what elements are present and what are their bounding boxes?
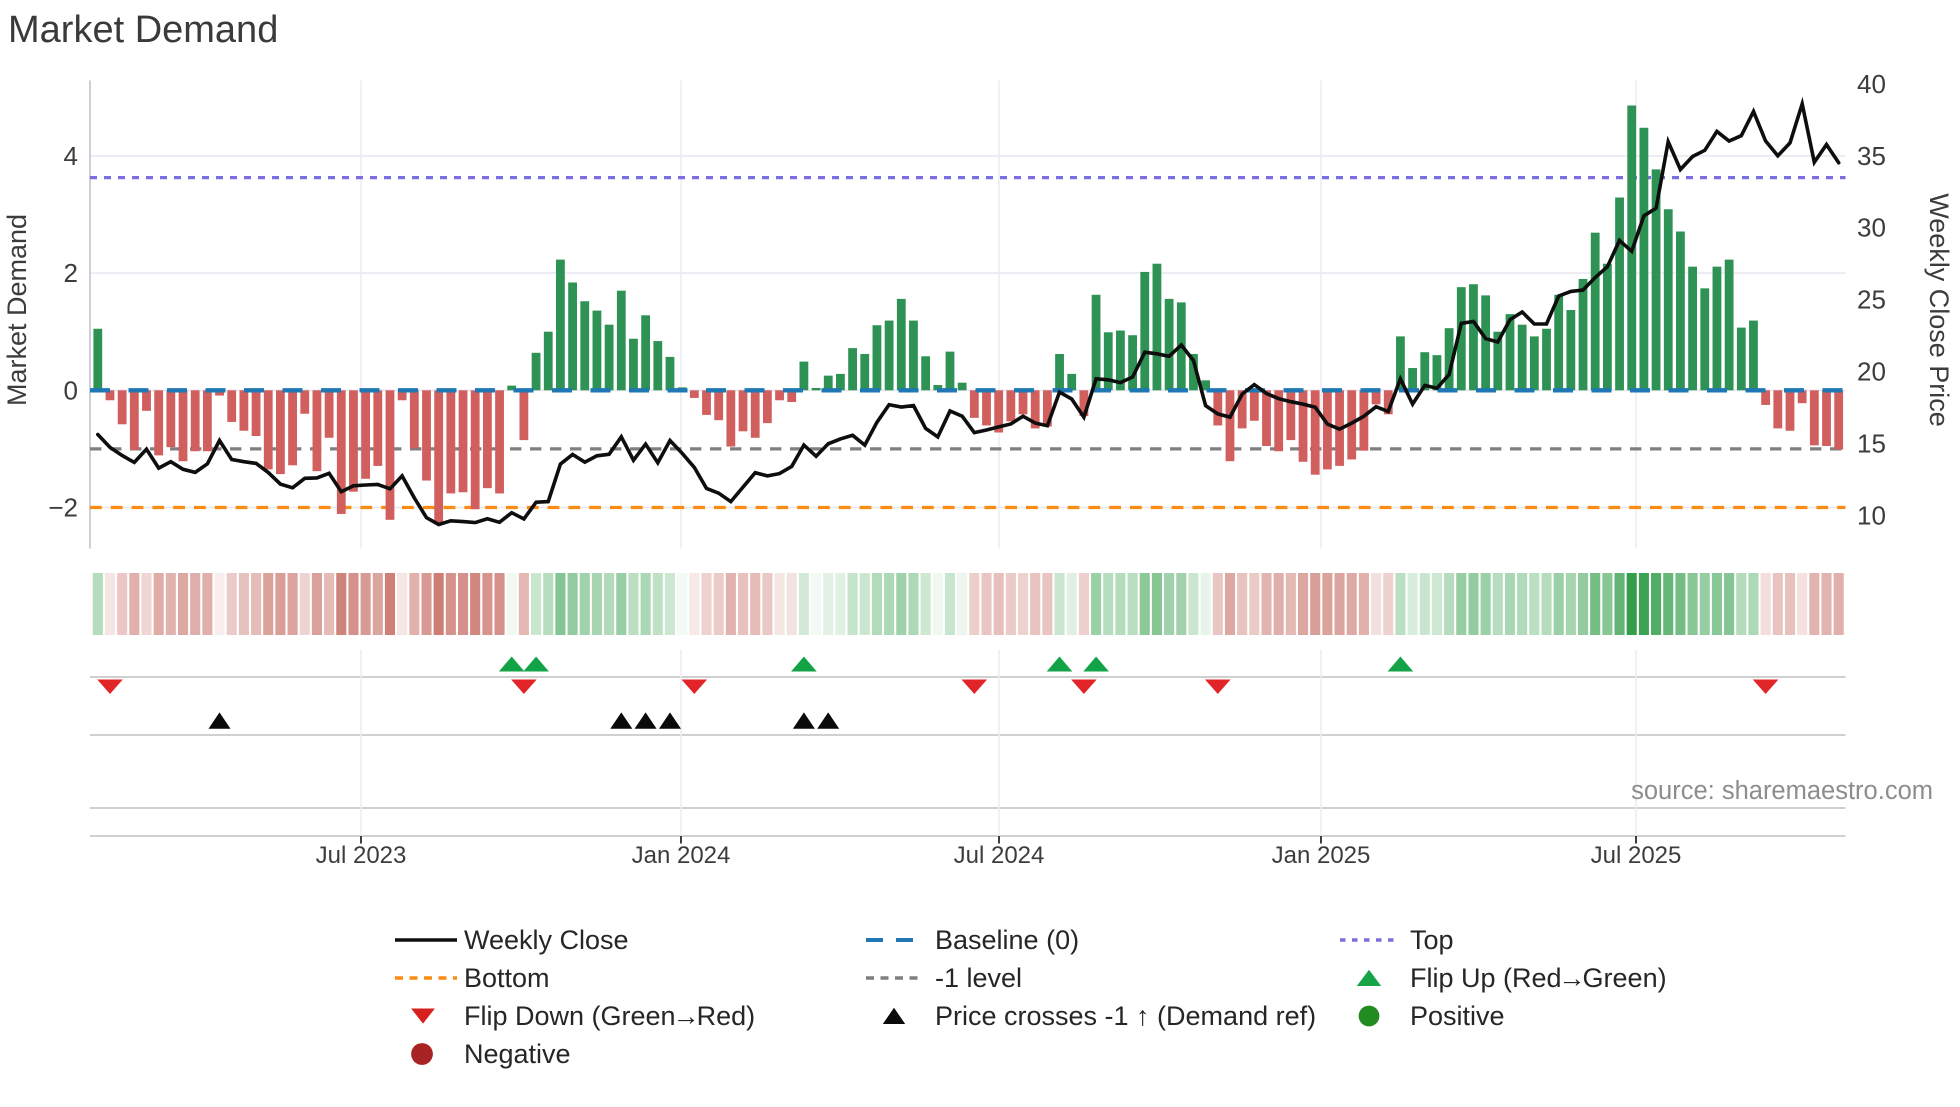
svg-text:Top: Top (1410, 925, 1454, 955)
svg-text:Jul 2025: Jul 2025 (1591, 842, 1682, 869)
svg-text:Baseline (0): Baseline (0) (935, 925, 1079, 955)
svg-text:Flip Down (Green→Red): Flip Down (Green→Red) (464, 1001, 755, 1031)
svg-text:10: 10 (1857, 500, 1886, 530)
svg-text:Weekly Close Price: Weekly Close Price (1924, 193, 1954, 427)
svg-text:Positive: Positive (1410, 1001, 1505, 1031)
svg-text:Flip Up (Red→Green): Flip Up (Red→Green) (1410, 963, 1667, 993)
svg-text:20: 20 (1857, 357, 1886, 387)
svg-text:Jan 2024: Jan 2024 (632, 842, 731, 869)
svg-text:0: 0 (64, 375, 78, 405)
svg-text:35: 35 (1857, 141, 1886, 171)
svg-text:Weekly Close: Weekly Close (464, 925, 629, 955)
svg-text:Price crosses -1 ↑ (Demand ref: Price crosses -1 ↑ (Demand ref) (935, 1001, 1316, 1031)
svg-text:-1 level: -1 level (935, 963, 1022, 993)
svg-text:30: 30 (1857, 213, 1886, 243)
svg-text:source: sharemaestro.com: source: sharemaestro.com (1631, 777, 1933, 805)
svg-text:4: 4 (64, 141, 78, 171)
svg-text:Bottom: Bottom (464, 963, 550, 993)
svg-text:Jan 2025: Jan 2025 (1272, 842, 1371, 869)
svg-text:15: 15 (1857, 428, 1886, 458)
svg-text:Market Demand: Market Demand (2, 214, 32, 406)
svg-text:Market Demand: Market Demand (8, 9, 278, 51)
svg-text:Negative: Negative (464, 1039, 571, 1069)
svg-text:25: 25 (1857, 285, 1886, 315)
svg-text:40: 40 (1857, 69, 1886, 99)
svg-text:Jul 2024: Jul 2024 (954, 842, 1045, 869)
svg-text:Jul 2023: Jul 2023 (316, 842, 407, 869)
svg-text:2: 2 (64, 258, 78, 288)
svg-text:−2: −2 (48, 493, 78, 523)
